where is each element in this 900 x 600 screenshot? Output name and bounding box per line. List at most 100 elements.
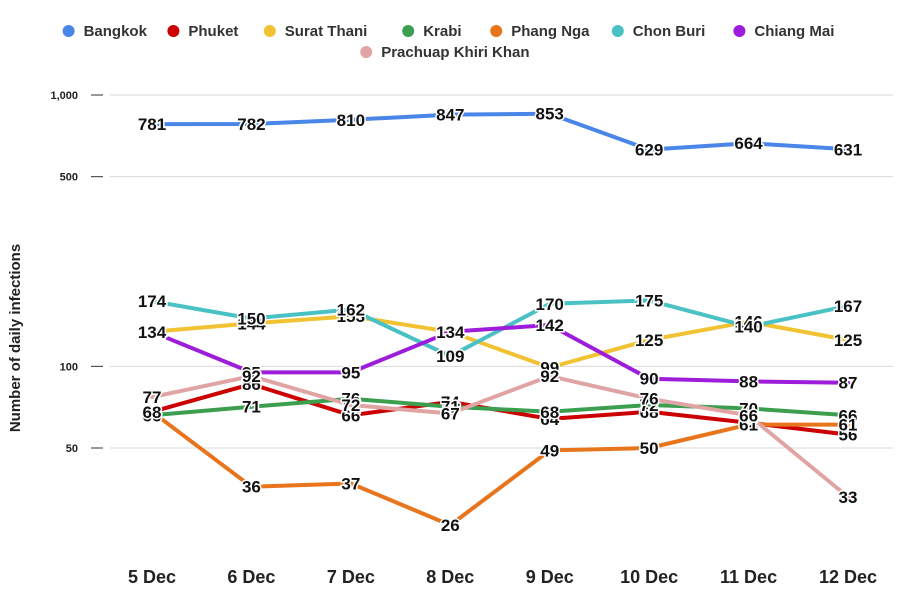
data-label: 95 [341,363,360,382]
data-label: 99 [540,359,559,378]
x-tick-label: 8 Dec [426,567,474,587]
legend-item: Phuket [167,23,238,40]
data-label: 26 [441,516,460,535]
legend-swatch [360,46,373,58]
series-line-krabi [150,396,850,418]
data-label: 66 [143,406,162,425]
data-label: 56 [839,426,858,445]
data-label: 629 [635,141,663,160]
legend-swatch [167,25,180,37]
data-label: 66 [839,406,858,425]
series-line-phang-nga [150,409,850,528]
data-label: 664 [734,134,763,153]
data-label: 68 [540,403,559,422]
x-tick-label: 6 Dec [227,567,275,587]
data-label: 66 [739,406,758,425]
data-label: 88 [739,372,758,391]
legend-swatch [733,25,746,37]
legend-item: Surat Thani [263,23,368,40]
data-label: 95 [242,363,261,382]
data-label: 781 [138,115,166,134]
legend-label: Phang Nga [511,23,590,40]
y-axis-label: Number of daily infections [7,244,24,432]
data-label: 853 [536,105,564,124]
x-tick-label: 7 Dec [327,567,375,587]
data-label: 77 [143,388,162,407]
data-label: 144 [237,314,266,333]
data-label: 64 [540,410,559,429]
x-tick-label: 11 Dec [720,567,777,587]
data-label: 74 [441,393,460,412]
data-label: 150 [237,310,265,329]
legend-swatch [62,25,75,37]
legend-label: Krabi [423,23,461,40]
data-label: 70 [739,399,758,418]
y-axis-ticks: 1,000 500 100 50 [50,90,103,455]
data-label: 67 [441,405,460,424]
data-label: 62 [739,414,758,433]
data-label: 49 [540,441,559,460]
data-label: 170 [536,295,564,314]
series-lines [150,111,850,528]
x-tick-label: 5 Dec [128,567,176,587]
data-label: 36 [242,478,261,497]
data-label: 174 [138,292,167,311]
legend-swatch [263,25,276,37]
data-label: 162 [337,300,365,319]
legend: Bangkok Phuket Surat Thani Krabi Phang Nga Ch… [62,23,834,61]
data-label: 142 [536,316,564,335]
x-tick-label: 12 Dec [819,567,877,587]
y-tick-label: 50 [66,443,78,455]
legend-label: Surat Thani [285,23,368,40]
legend-label: Chon Buri [633,23,706,40]
data-label: 87 [839,374,858,393]
data-label: 109 [436,347,464,366]
data-label: 71 [441,398,460,417]
data-label: 61 [839,416,858,435]
data-label: 167 [834,297,862,316]
legend-item: Prachuap Khiri Khan [360,44,530,61]
y-tick-label: 1,000 [50,90,78,102]
data-label: 68 [143,403,162,422]
series-line-bangkok [150,111,850,152]
legend-swatch [611,25,624,37]
y-tick-label: 500 [60,172,78,184]
x-tick-label: 9 Dec [526,567,574,587]
legend-item: Krabi [402,23,462,40]
data-label: 71 [242,398,261,417]
data-label: 76 [341,390,360,409]
data-label: 61 [739,416,758,435]
data-label: 175 [635,291,663,310]
data-label: 33 [839,488,858,507]
data-label: 68 [143,403,162,422]
data-label: 134 [138,323,167,342]
data-label: 66 [341,406,360,425]
legend-swatch [490,25,503,37]
data-label: 847 [436,106,464,125]
data-label: 50 [640,439,659,458]
legend-label: Bangkok [84,23,148,40]
data-label: 125 [635,331,663,350]
data-label: 92 [242,367,261,386]
data-label: 134 [436,323,465,342]
data-label: 631 [834,140,862,159]
data-label: 37 [341,474,360,493]
legend-label: Chiang Mai [754,23,834,40]
legend-item: Chon Buri [611,23,706,40]
x-axis-ticks: 5 Dec 6 Dec 7 Dec 8 Dec 9 Dec 10 Dec 11 Dec 12 … [128,567,877,587]
legend-item: Chiang Mai [733,23,834,40]
legend-item: Phang Nga [490,23,590,40]
data-label: 72 [341,396,360,415]
data-label: 146 [734,313,762,332]
data-label: 153 [337,307,365,326]
legend-item: Bangkok [62,23,148,40]
data-label: 76 [640,390,659,409]
data-label: 86 [242,375,261,394]
legend-label: Phuket [188,23,238,40]
data-label: 90 [640,370,659,389]
x-tick-label: 10 Dec [620,567,678,587]
data-label: 134 [436,323,465,342]
